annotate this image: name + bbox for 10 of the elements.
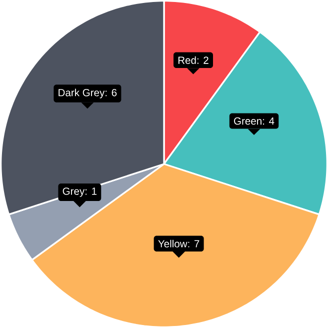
data-label: : 7 (188, 240, 200, 248)
slice-label: Grey (62, 188, 85, 197)
slice-label: Yellow (158, 240, 188, 248)
data-label: : 6 (106, 88, 117, 96)
data-label: : 4 (263, 117, 274, 125)
data-label: : 1 (86, 188, 97, 195)
slice-label: Dark Grey (58, 88, 105, 98)
slice-label: Green (234, 117, 262, 125)
data-label: : 2 (197, 56, 208, 64)
slice-label: Red (178, 56, 196, 64)
